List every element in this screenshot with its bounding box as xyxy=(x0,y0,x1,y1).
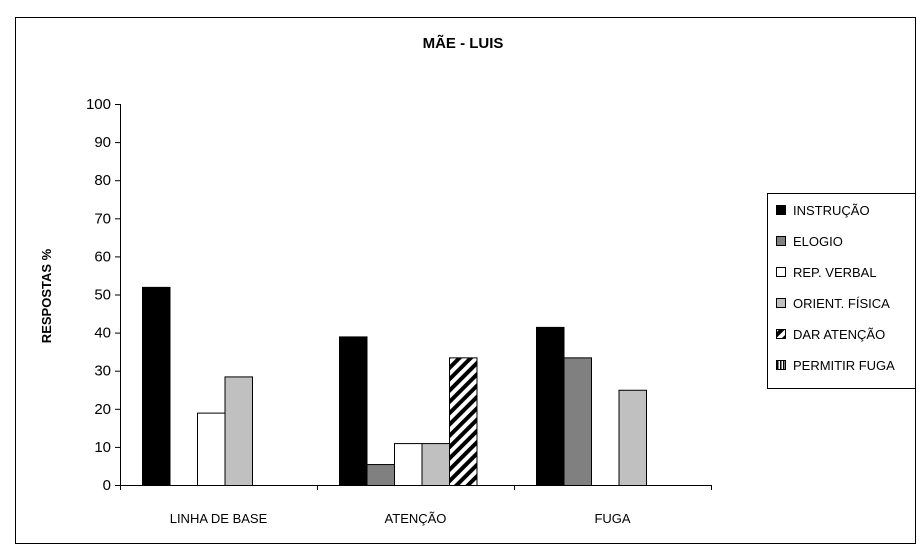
legend-label: ORIENT. FÍSICA xyxy=(793,296,890,311)
y-tick-label: 50 xyxy=(94,287,111,304)
y-tick-label: 20 xyxy=(94,401,111,418)
legend-swatch xyxy=(776,205,786,215)
legend-label: REP. VERBAL xyxy=(793,265,877,280)
y-axis-label: RESPOSTAS % xyxy=(39,248,54,343)
y-tick-label: 70 xyxy=(94,210,111,227)
y-tick-label: 0 xyxy=(103,477,111,494)
legend-swatch xyxy=(776,267,786,277)
bar xyxy=(618,389,647,486)
bar xyxy=(421,443,450,486)
x-category-label: LINHA DE BASE xyxy=(170,511,268,526)
y-tick-label: 60 xyxy=(94,248,111,265)
bar xyxy=(536,326,565,487)
legend-label: PERMITIR FUGA xyxy=(793,358,895,373)
bar xyxy=(142,286,171,486)
bar xyxy=(563,357,592,486)
x-category-label: FUGA xyxy=(594,511,630,526)
legend-label: INSTRUÇÃO xyxy=(793,203,870,218)
y-tick-label: 10 xyxy=(94,439,111,456)
legend-box xyxy=(767,193,916,389)
bar xyxy=(366,464,395,487)
x-axis-categories: LINHA DE BASE ATENÇÃO FUGA xyxy=(120,485,712,526)
legend-swatch xyxy=(776,236,786,246)
y-tick-label: 80 xyxy=(94,172,111,189)
x-category-label: ATENÇÃO xyxy=(385,511,447,526)
y-tick-label: 90 xyxy=(94,134,111,151)
bar xyxy=(197,412,226,486)
legend-swatch xyxy=(776,329,786,339)
legend-label: DAR ATENÇÃO xyxy=(793,327,885,342)
legend: INSTRUÇÃO ELOGIO REP. VERBAL ORIENT. FÍSICA… xyxy=(776,203,895,373)
y-tick-label: 40 xyxy=(94,325,111,342)
bar xyxy=(224,376,253,487)
y-axis-ticks: 0 10 20 30 40 50 60 70 80 90 100 xyxy=(86,96,120,494)
y-tick-label: 30 xyxy=(94,363,111,380)
bar-series xyxy=(142,286,647,487)
legend-swatch xyxy=(776,360,786,370)
bar xyxy=(394,443,423,486)
chart-title: MÃE - LUIS xyxy=(423,34,504,52)
bar xyxy=(339,336,368,486)
y-tick-label: 100 xyxy=(86,96,111,113)
bar xyxy=(449,357,478,486)
legend-label: ELOGIO xyxy=(793,234,843,249)
legend-swatch xyxy=(776,298,786,308)
